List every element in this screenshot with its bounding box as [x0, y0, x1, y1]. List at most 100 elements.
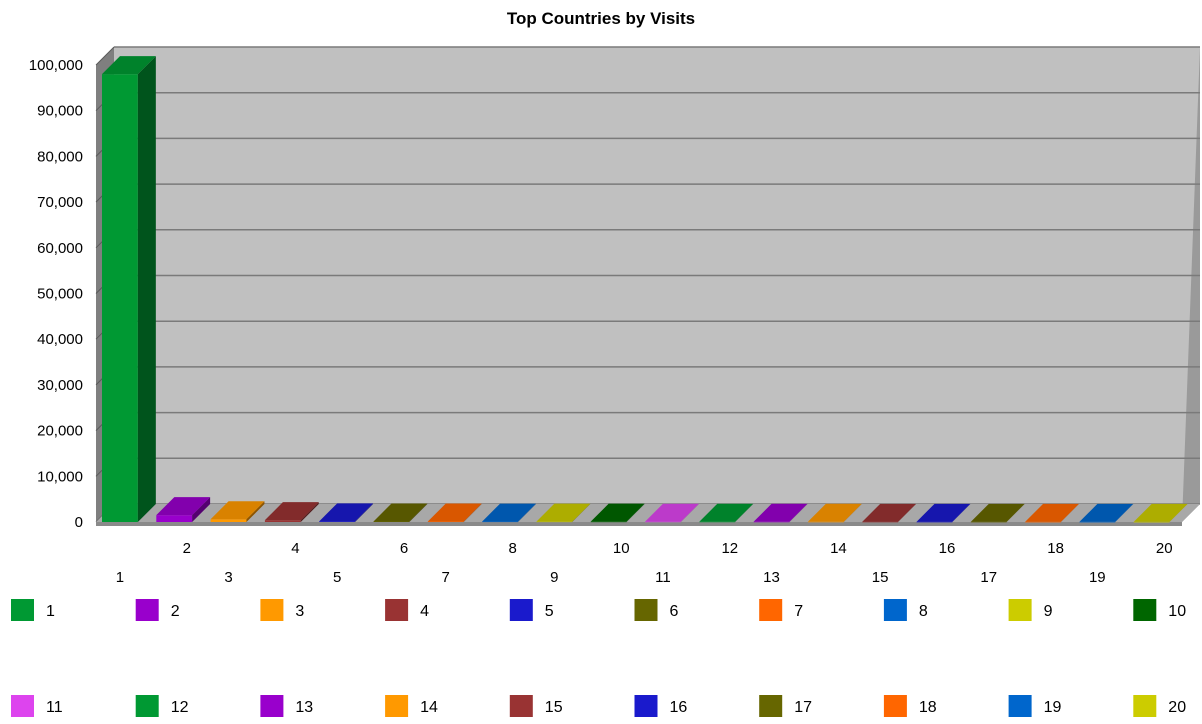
legend-label: 6: [670, 603, 679, 620]
x-tick-label: 4: [291, 540, 299, 557]
bar-side: [192, 497, 211, 522]
legend-label: 11: [46, 699, 63, 716]
x-tick-label: 10: [613, 540, 630, 557]
x-tick-label: 20: [1156, 540, 1173, 557]
bar-top: [264, 502, 319, 521]
bar-side: [409, 503, 428, 522]
bar: [427, 521, 464, 523]
right-edge: [1182, 47, 1200, 522]
legend-label: 12: [171, 699, 189, 716]
bar-side: [1115, 503, 1134, 522]
y-tick-label: 100,000: [29, 57, 83, 74]
bar-top: [699, 503, 754, 522]
legend-label: 15: [545, 699, 563, 716]
bar-top: [319, 503, 374, 522]
bar: [699, 521, 736, 523]
y-tick-label: 70,000: [37, 194, 83, 211]
legend-label: 17: [794, 699, 812, 716]
legend-label: 1: [46, 603, 55, 620]
bar-top: [1133, 503, 1188, 522]
chart-title: Top Countries by Visits: [507, 9, 695, 28]
legend-swatch: [1133, 695, 1157, 717]
legend-label: 5: [545, 603, 554, 620]
x-tick-label: 2: [183, 540, 191, 557]
legend-swatch: [634, 695, 658, 717]
bar-top: [590, 503, 645, 522]
y-tick-label: 40,000: [37, 331, 83, 348]
bar-top: [1025, 503, 1079, 522]
bar-top: [753, 503, 808, 522]
x-tick-label: 8: [508, 540, 516, 557]
bar: [970, 521, 1007, 523]
bar: [645, 521, 681, 523]
bar-top: [102, 56, 156, 75]
bar-side: [898, 503, 917, 522]
x-tick-label: 1: [116, 569, 124, 586]
bar: [102, 74, 138, 522]
legend-swatch: [260, 599, 284, 621]
bar-side: [137, 56, 156, 522]
bar-side: [735, 503, 754, 522]
legend-swatch: [759, 599, 783, 621]
bar: [753, 521, 790, 523]
x-tick-label: 12: [721, 540, 738, 557]
bar: [482, 521, 518, 523]
legend-label: 2: [171, 603, 180, 620]
bar-top: [482, 503, 536, 522]
x-tick-label: 5: [333, 569, 341, 586]
bar-top: [916, 503, 971, 522]
bar-top: [862, 503, 917, 522]
x-tick-label: 6: [400, 540, 408, 557]
y-tick-label: 80,000: [37, 148, 83, 165]
legend-label: 18: [919, 699, 937, 716]
y-tick-label: 60,000: [37, 240, 83, 257]
legend-label: 9: [1044, 603, 1053, 620]
x-tick-label: 9: [550, 569, 558, 586]
bar-side: [680, 503, 699, 522]
legend-swatch: [759, 695, 783, 717]
y-tick-label: 50,000: [37, 286, 83, 303]
x-tick-label: 3: [224, 569, 232, 586]
bar-side: [1060, 503, 1079, 522]
bar-top: [1079, 503, 1134, 522]
legend-swatch: [1133, 599, 1157, 621]
bar-side: [1006, 503, 1025, 522]
bar-side: [843, 503, 862, 522]
bar: [1079, 521, 1116, 523]
bar-side: [952, 503, 971, 522]
bar-side: [300, 502, 319, 522]
bar-side: [572, 503, 591, 522]
bar: [319, 521, 356, 522]
x-tick-label: 13: [763, 569, 780, 586]
bar-side: [517, 503, 536, 522]
bar: [1025, 521, 1061, 523]
x-tick-label: 7: [442, 569, 450, 586]
bar: [536, 521, 573, 523]
bar-top: [536, 503, 591, 522]
legend-label: 14: [420, 699, 438, 716]
bar: [156, 515, 193, 522]
bar-top: [210, 501, 265, 520]
x-tick-label: 15: [872, 569, 889, 586]
bar: [807, 521, 844, 523]
x-tick-label: 17: [980, 569, 997, 586]
legend-swatch: [634, 599, 658, 621]
legend-label: 19: [1044, 699, 1062, 716]
bar: [862, 521, 899, 523]
x-tick-label: 16: [939, 540, 956, 557]
x-tick-label: 18: [1047, 540, 1064, 557]
gridline-wall: [95, 46, 115, 66]
y-tick-label: 0: [75, 514, 83, 531]
x-tick-label: 14: [830, 540, 847, 557]
legend-label: 3: [295, 603, 304, 620]
x-tick-label: 11: [655, 569, 671, 586]
bar: [590, 521, 627, 523]
legend-swatch: [385, 599, 409, 621]
floor-edge: [96, 522, 1182, 526]
bar: [916, 521, 953, 523]
legend-swatch: [11, 599, 34, 621]
legend-swatch: [509, 599, 533, 621]
bar-top: [807, 503, 862, 522]
legend-swatch: [883, 695, 907, 717]
